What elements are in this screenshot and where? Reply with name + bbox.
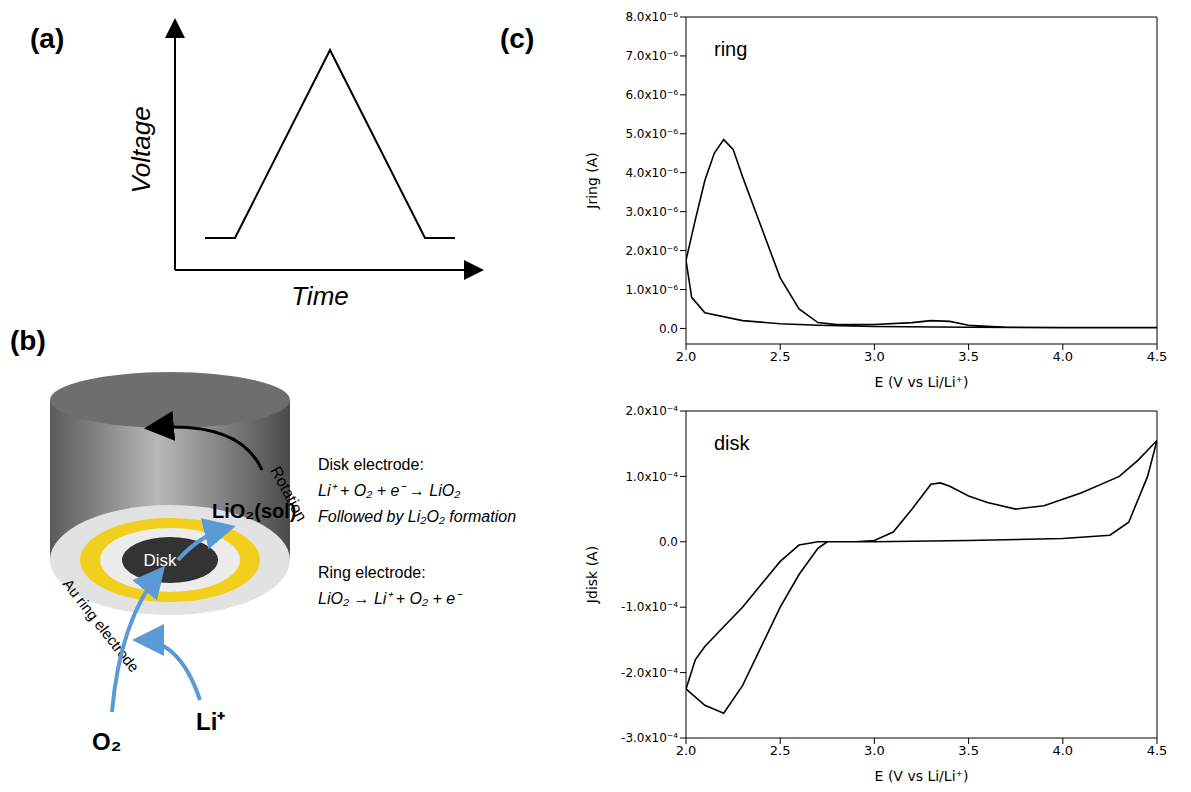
svg-text:2.5: 2.5: [770, 743, 791, 758]
svg-text:E (V vs Li/Li⁺): E (V vs Li/Li⁺): [875, 374, 969, 390]
svg-text:4.5: 4.5: [1147, 743, 1168, 758]
svg-text:5.0x10⁻⁶: 5.0x10⁻⁶: [625, 127, 678, 141]
svg-text:2.0: 2.0: [676, 349, 697, 364]
svg-text:Li⁺ + O₂ + e⁻ → LiO₂: Li⁺ + O₂ + e⁻ → LiO₂: [318, 482, 460, 499]
svg-text:-2.0x10⁻⁴: -2.0x10⁻⁴: [621, 666, 678, 680]
html-text:disk: disk: [714, 432, 750, 454]
svg-text:4.0x10⁻⁶: 4.0x10⁻⁶: [625, 166, 678, 180]
svg-text:3.5: 3.5: [958, 743, 979, 758]
svg-text:3.0: 3.0: [864, 743, 885, 758]
svg-text:Voltage: Voltage: [126, 106, 156, 193]
svg-text:-1.0x10⁻⁴: -1.0x10⁻⁴: [621, 600, 678, 614]
svg-text:2.0x10⁻⁶: 2.0x10⁻⁶: [625, 244, 678, 258]
svg-text:2.0: 2.0: [676, 743, 697, 758]
svg-text:Disk: Disk: [143, 551, 177, 570]
svg-text:LiO₂ → Li⁺ + O₂ + e⁻: LiO₂ → Li⁺ + O₂ + e⁻: [318, 590, 463, 607]
svg-text:(a): (a): [30, 23, 64, 54]
svg-text:(c): (c): [500, 23, 534, 54]
svg-text:Jring (A): Jring (A): [584, 152, 600, 210]
svg-text:Time: Time: [291, 281, 349, 311]
svg-text:4.0: 4.0: [1052, 743, 1073, 758]
svg-text:LiO₂(sol): LiO₂(sol): [212, 500, 296, 522]
svg-text:Disk electrode:: Disk electrode:: [318, 456, 424, 473]
svg-text:O₂: O₂: [92, 728, 121, 755]
html-text:ring: ring: [714, 38, 748, 60]
svg-text:-3.0x10⁻⁴: -3.0x10⁻⁴: [621, 731, 678, 745]
svg-text:Li⁺: Li⁺: [196, 708, 225, 735]
svg-text:(b): (b): [10, 325, 46, 356]
svg-text:3.0: 3.0: [864, 349, 885, 364]
svg-text:2.5: 2.5: [770, 349, 791, 364]
svg-text:Au ring electrode: Au ring electrode: [59, 575, 143, 676]
svg-text:4.5: 4.5: [1147, 349, 1168, 364]
svg-text:Followed by Li₂O₂ formation: Followed by Li₂O₂ formation: [318, 508, 516, 525]
svg-text:1.0x10⁻⁴: 1.0x10⁻⁴: [625, 470, 678, 484]
svg-text:Rotation: Rotation: [267, 463, 311, 524]
svg-text:E (V vs Li/Li⁺): E (V vs Li/Li⁺): [875, 768, 969, 784]
svg-text:3.0x10⁻⁶: 3.0x10⁻⁶: [625, 205, 678, 219]
svg-text:1.0x10⁻⁶: 1.0x10⁻⁶: [625, 283, 678, 297]
svg-text:6.0x10⁻⁶: 6.0x10⁻⁶: [625, 88, 678, 102]
svg-text:Jdisk (A): Jdisk (A): [584, 546, 600, 604]
svg-text:3.5: 3.5: [958, 349, 979, 364]
svg-text:7.0x10⁻⁶: 7.0x10⁻⁶: [625, 49, 678, 63]
svg-text:4.0: 4.0: [1052, 349, 1073, 364]
svg-text:Ring electrode:: Ring electrode:: [318, 564, 426, 581]
svg-text:2.0x10⁻⁴: 2.0x10⁻⁴: [625, 404, 678, 418]
svg-text:8.0x10⁻⁶: 8.0x10⁻⁶: [625, 10, 678, 24]
svg-text:0.0: 0.0: [659, 535, 678, 549]
svg-text:0.0: 0.0: [659, 322, 678, 336]
